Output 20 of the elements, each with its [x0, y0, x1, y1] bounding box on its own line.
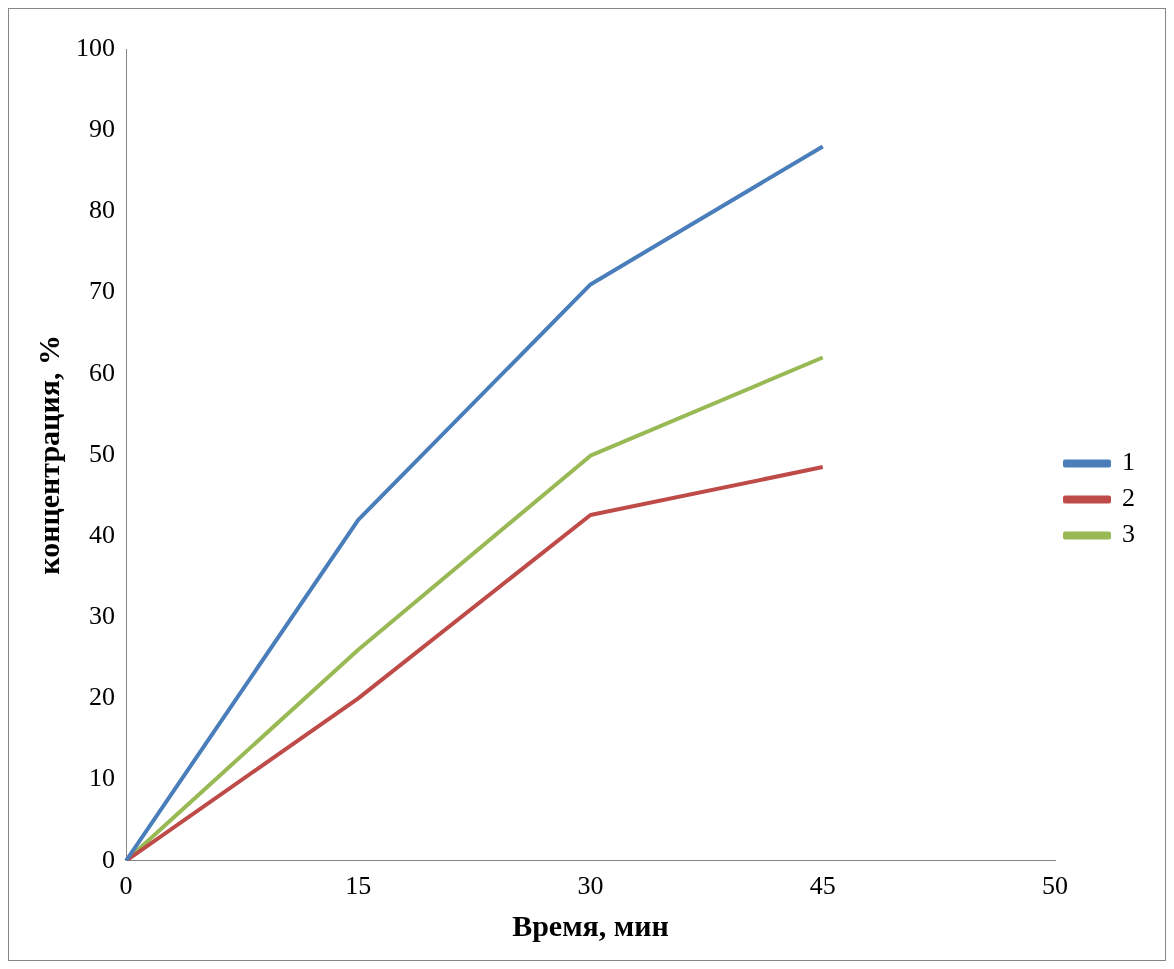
y-tick-label: 10	[89, 763, 115, 793]
y-tick-label: 100	[76, 32, 115, 62]
legend-label: 1	[1122, 447, 1135, 477]
y-tick-label: 20	[89, 682, 115, 712]
x-tick-label: 15	[345, 871, 372, 901]
y-tick-label: 90	[89, 114, 115, 144]
y-tick-label: 30	[89, 601, 115, 631]
y-tick-label: 50	[89, 438, 115, 468]
y-tick-label: 40	[89, 519, 115, 549]
x-axis-title: Время, мин	[512, 908, 669, 942]
y-tick-label: 0	[102, 844, 115, 874]
y-tick-label: 80	[89, 195, 115, 225]
legend-label: 3	[1122, 519, 1135, 549]
y-tick-label: 70	[89, 276, 115, 306]
x-tick-label: 30	[577, 871, 604, 901]
y-tick-label: 60	[89, 357, 115, 387]
x-tick-label: 45	[809, 871, 836, 901]
legend-label: 2	[1122, 483, 1135, 513]
y-axis-title: концентрация, %	[31, 335, 65, 575]
x-tick-label: 50	[1042, 871, 1068, 901]
